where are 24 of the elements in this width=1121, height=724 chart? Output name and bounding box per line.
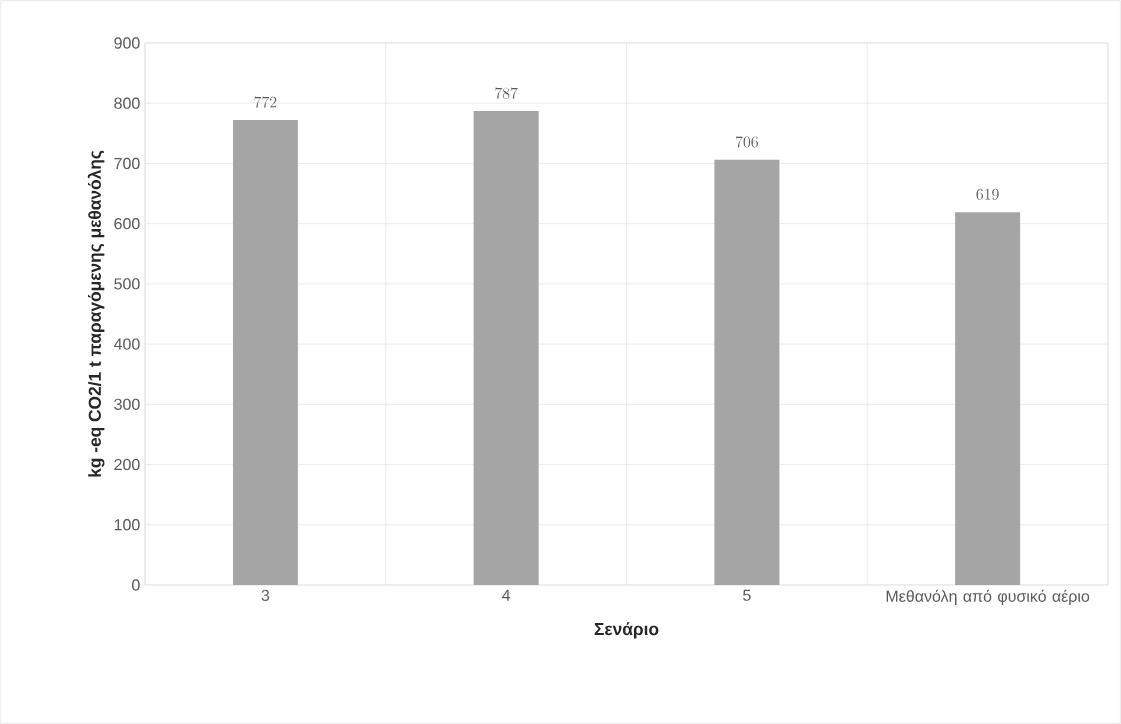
- y-tick-label: 700: [114, 157, 140, 170]
- x-tick-label: 5: [743, 589, 751, 601]
- y-tick-label: 400: [113, 338, 140, 350]
- bar: [714, 159, 780, 585]
- y-tick-label: 100: [114, 519, 140, 531]
- y-tick-label: 600: [114, 218, 140, 230]
- y-tick-label: 300: [114, 398, 140, 410]
- x-tick-label: 4: [502, 589, 511, 601]
- bar: [473, 111, 539, 585]
- x-tick-label: Μεθανόλη από φυσικό αέριο: [886, 589, 1090, 606]
- y-tick-label: 500: [114, 278, 140, 290]
- data-label: 706: [735, 136, 758, 148]
- bar: [955, 212, 1021, 585]
- data-label: 772: [254, 96, 277, 108]
- y-tick-label: 900: [114, 37, 140, 49]
- data-label: 619: [976, 188, 999, 200]
- data-label: 787: [495, 87, 518, 99]
- bar: [232, 120, 298, 585]
- x-axis-title: Σενάριο: [594, 622, 659, 639]
- x-tick-label: 3: [261, 589, 270, 602]
- y-tick-label: 200: [114, 458, 140, 471]
- y-tick-label: 0: [132, 579, 140, 591]
- y-axis-title: kg -eq CO2/1 t παραγόμενης μεθανόλης: [87, 150, 105, 477]
- y-tick-label: 800: [114, 97, 140, 109]
